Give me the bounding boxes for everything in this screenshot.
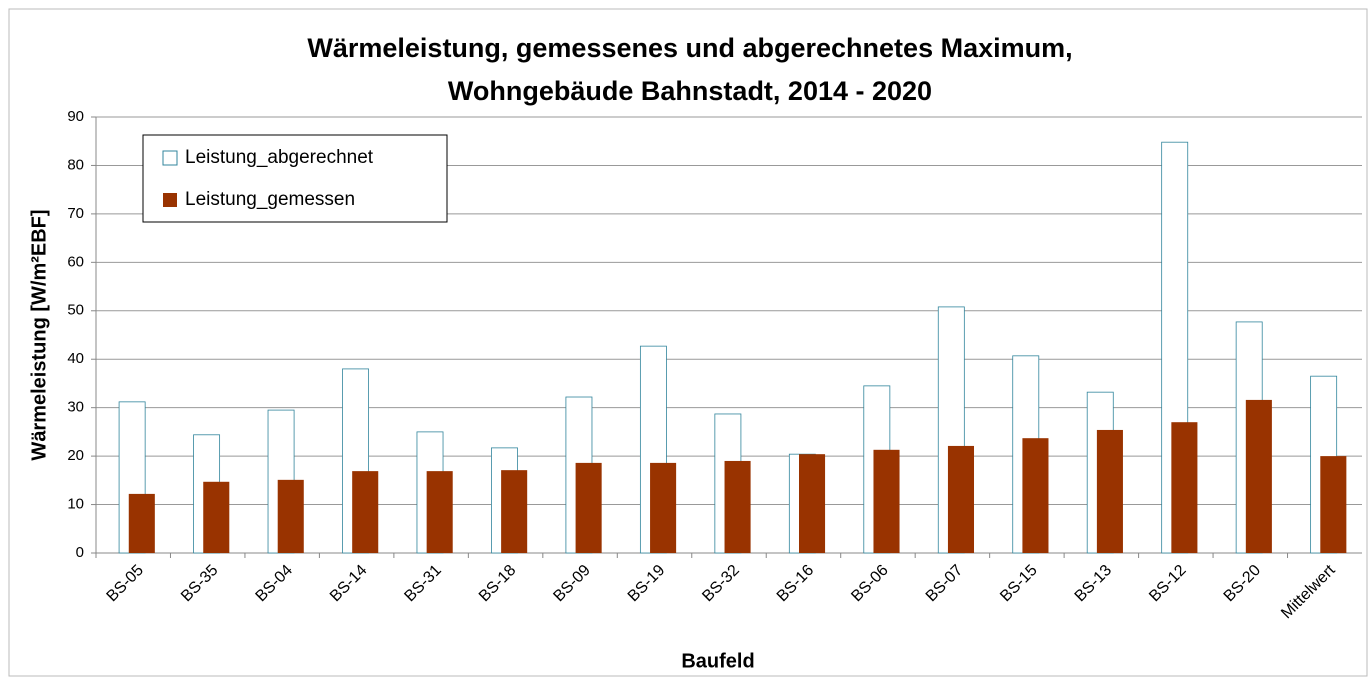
y-tick-label: 70 (67, 205, 84, 222)
bar (203, 481, 230, 553)
bar (873, 449, 900, 553)
bar (1320, 456, 1347, 553)
bar (501, 470, 528, 553)
x-tick-label: Mittelwert (1278, 561, 1339, 622)
y-tick-label: 40 (67, 350, 84, 367)
chart-title: Wärmeleistung, gemessenes und abgerechne… (307, 33, 1072, 63)
x-tick-label: BS-06 (848, 562, 892, 606)
y-tick-label: 60 (67, 253, 84, 270)
bar (1096, 429, 1123, 553)
y-tick-label: 0 (76, 544, 84, 561)
x-tick-label: BS-16 (774, 562, 818, 606)
x-tick-label: BS-18 (476, 562, 520, 606)
legend-swatch (162, 150, 178, 166)
y-axis-title: Wärmeleistung [W/m²EBF] (28, 209, 50, 460)
bar (1171, 422, 1198, 553)
x-tick-label: BS-05 (104, 562, 148, 606)
x-tick-label: BS-31 (401, 562, 445, 606)
chart-title: Wohngebäude Bahnstadt, 2014 - 2020 (448, 76, 932, 106)
legend-label: Leistung_gemessen (185, 189, 355, 210)
x-tick-label: BS-35 (178, 562, 222, 606)
x-tick-label: BS-14 (327, 562, 371, 606)
x-tick-label: BS-12 (1146, 562, 1190, 606)
bar (575, 462, 602, 553)
bar (724, 460, 751, 553)
y-tick-label: 90 (67, 108, 84, 125)
x-tick-label: BS-15 (997, 562, 1041, 606)
x-tick-label: BS-32 (699, 562, 743, 606)
bar (277, 479, 304, 553)
chart-frame (8, 8, 1368, 677)
legend-label: Leistung_abgerechnet (185, 147, 374, 168)
x-tick-label: BS-07 (923, 562, 967, 606)
x-tick-label: BS-20 (1221, 562, 1265, 606)
legend-swatch (163, 193, 177, 207)
legend-box (142, 134, 448, 223)
x-tick-label: BS-04 (253, 562, 297, 606)
y-tick-label: 80 (67, 156, 84, 173)
y-tick-label: 10 (67, 496, 84, 513)
y-tick-label: 20 (67, 447, 84, 464)
bar (128, 493, 155, 553)
y-tick-label: 50 (67, 302, 84, 319)
x-tick-label: BS-13 (1072, 562, 1116, 606)
bar (352, 471, 379, 553)
bar (1245, 399, 1272, 553)
bar (650, 462, 677, 553)
x-axis-title: Baufeld (681, 650, 754, 672)
bar (1022, 438, 1049, 553)
x-tick-label: BS-19 (625, 562, 669, 606)
y-tick-label: 30 (67, 399, 84, 416)
bar (799, 454, 826, 553)
bar (426, 471, 453, 553)
bar (947, 445, 975, 553)
x-tick-label: BS-09 (550, 562, 594, 606)
